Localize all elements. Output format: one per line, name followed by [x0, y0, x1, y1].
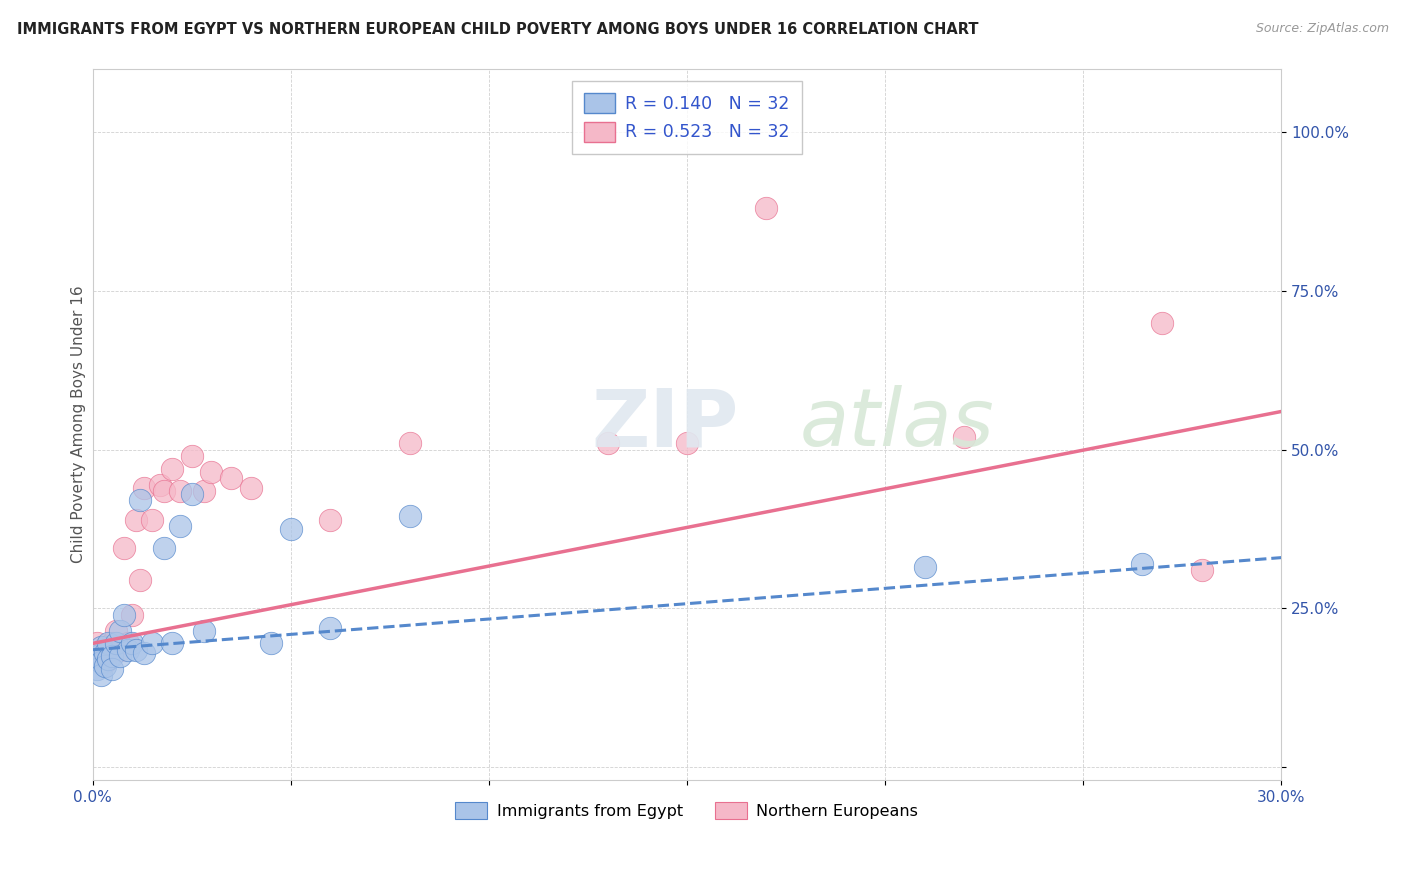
- Point: [219, 471, 242, 485]
- Point: [398, 509, 420, 524]
- Point: [105, 636, 128, 650]
- Point: [117, 636, 139, 650]
- Point: [193, 483, 215, 498]
- Point: [93, 656, 115, 670]
- Point: [112, 607, 135, 622]
- Point: [319, 512, 342, 526]
- Point: [153, 483, 176, 498]
- Point: [90, 656, 112, 670]
- Text: atlas: atlas: [800, 385, 994, 463]
- Point: [914, 560, 936, 574]
- Point: [101, 636, 124, 650]
- Point: [121, 607, 143, 622]
- Legend: Immigrants from Egypt, Northern Europeans: Immigrants from Egypt, Northern European…: [449, 796, 925, 825]
- Point: [86, 649, 108, 664]
- Point: [193, 624, 215, 638]
- Point: [112, 541, 135, 555]
- Point: [101, 649, 124, 664]
- Point: [125, 512, 148, 526]
- Point: [260, 636, 283, 650]
- Point: [153, 541, 176, 555]
- Text: IMMIGRANTS FROM EGYPT VS NORTHERN EUROPEAN CHILD POVERTY AMONG BOYS UNDER 16 COR: IMMIGRANTS FROM EGYPT VS NORTHERN EUROPE…: [17, 22, 979, 37]
- Point: [200, 465, 222, 479]
- Point: [160, 461, 183, 475]
- Point: [953, 430, 976, 444]
- Point: [90, 649, 112, 664]
- Point: [149, 477, 172, 491]
- Point: [110, 649, 132, 664]
- Point: [319, 620, 342, 634]
- Point: [86, 662, 108, 676]
- Point: [134, 646, 156, 660]
- Point: [169, 519, 191, 533]
- Point: [141, 512, 163, 526]
- Point: [280, 522, 302, 536]
- Point: [110, 624, 132, 638]
- Point: [240, 481, 263, 495]
- Point: [117, 642, 139, 657]
- Point: [141, 636, 163, 650]
- Point: [398, 436, 420, 450]
- Point: [125, 642, 148, 657]
- Point: [97, 636, 120, 650]
- Point: [86, 636, 108, 650]
- Point: [129, 493, 152, 508]
- Point: [93, 640, 115, 654]
- Point: [134, 481, 156, 495]
- Point: [676, 436, 699, 450]
- Point: [90, 640, 112, 654]
- Y-axis label: Child Poverty Among Boys Under 16: Child Poverty Among Boys Under 16: [72, 285, 86, 563]
- Point: [180, 449, 202, 463]
- Point: [1191, 563, 1213, 577]
- Text: ZIP: ZIP: [592, 385, 740, 463]
- Point: [755, 201, 778, 215]
- Point: [93, 658, 115, 673]
- Point: [97, 642, 120, 657]
- Point: [90, 668, 112, 682]
- Point: [180, 487, 202, 501]
- Point: [160, 636, 183, 650]
- Point: [121, 636, 143, 650]
- Point: [93, 646, 115, 660]
- Point: [1152, 316, 1174, 330]
- Point: [1132, 557, 1154, 571]
- Text: Source: ZipAtlas.com: Source: ZipAtlas.com: [1256, 22, 1389, 36]
- Point: [97, 652, 120, 666]
- Point: [101, 662, 124, 676]
- Point: [129, 573, 152, 587]
- Point: [110, 642, 132, 657]
- Point: [596, 436, 619, 450]
- Point: [105, 624, 128, 638]
- Point: [169, 483, 191, 498]
